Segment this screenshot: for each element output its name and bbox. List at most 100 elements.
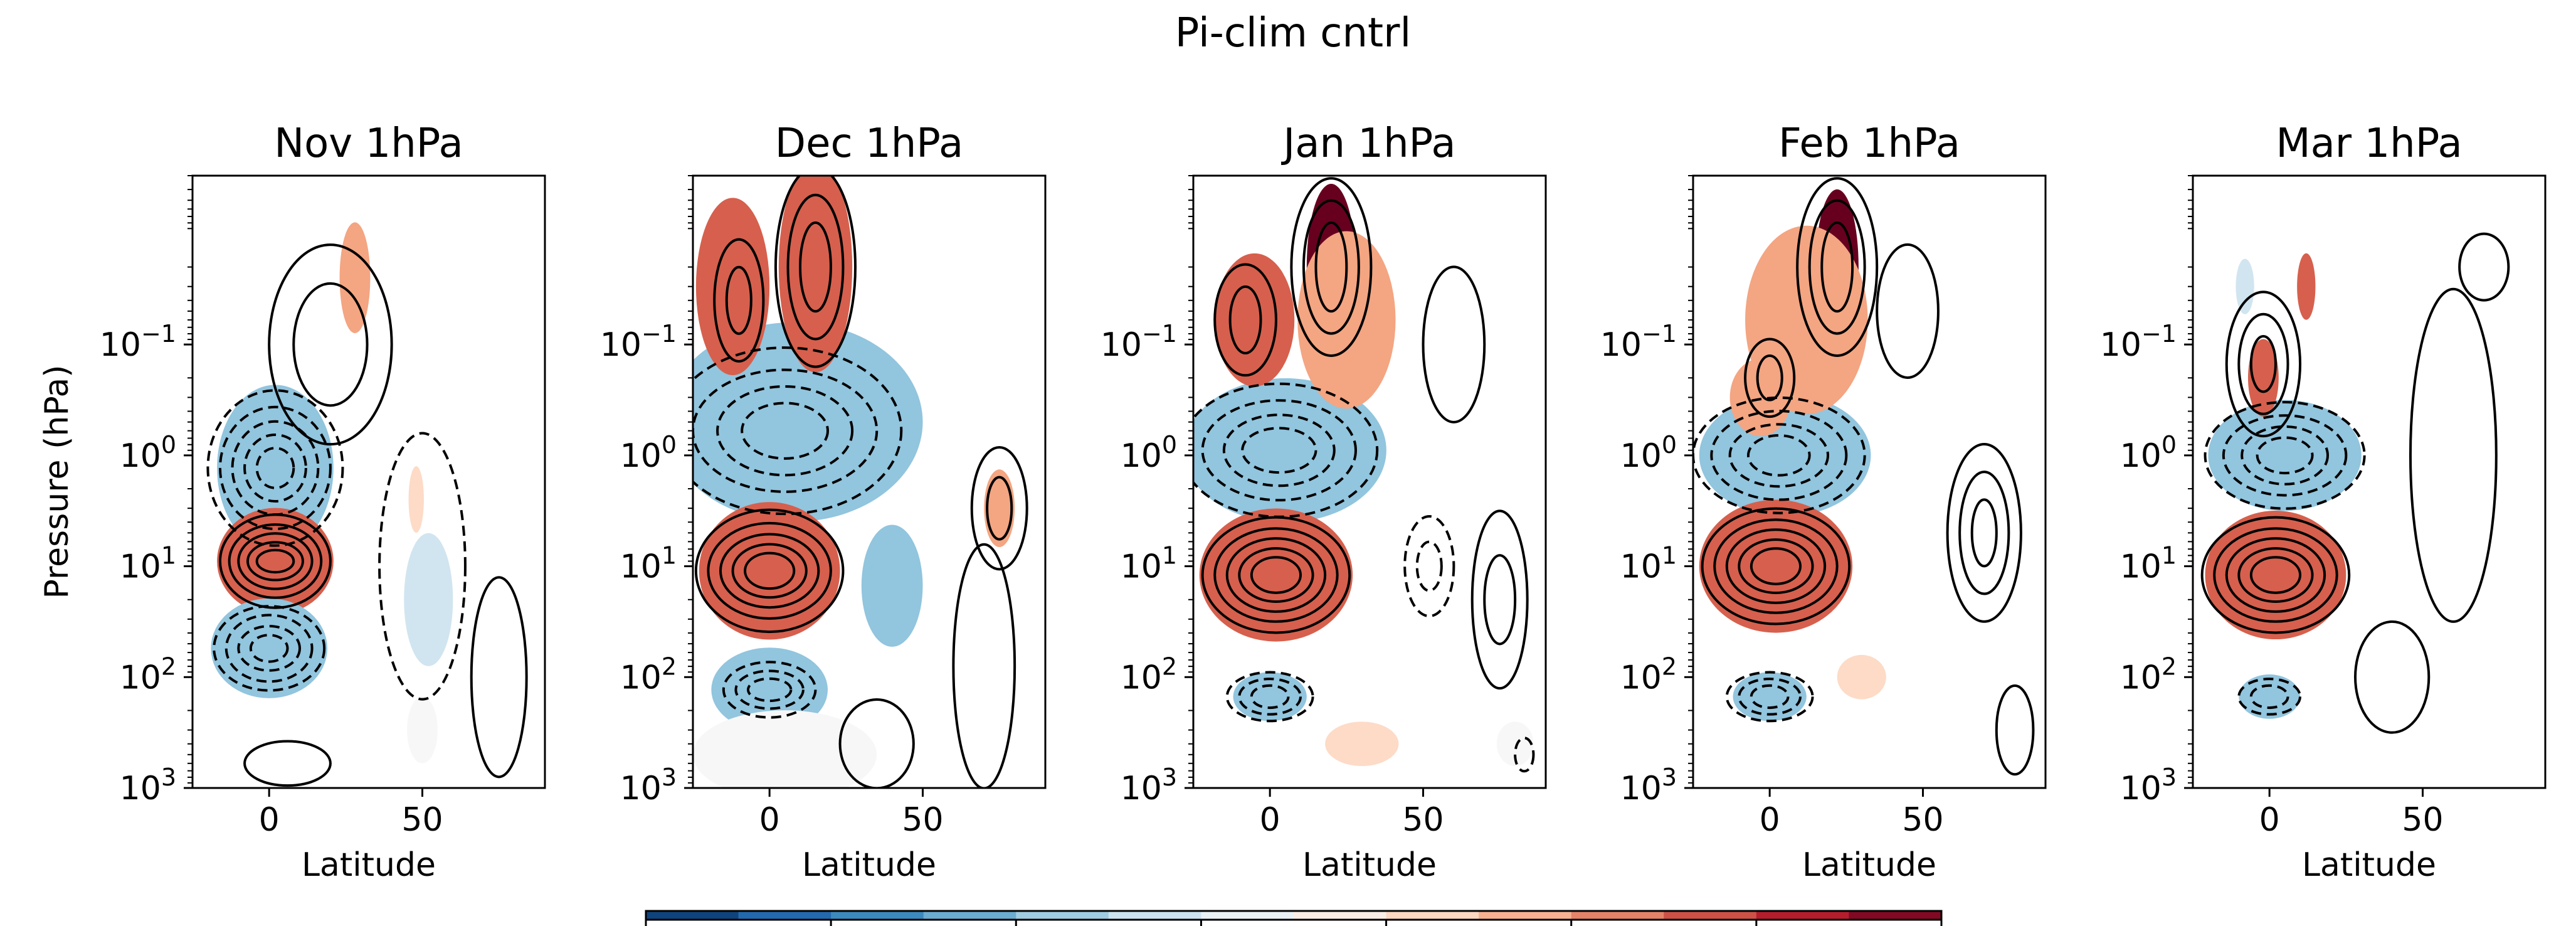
negative-contour-line bbox=[249, 634, 289, 663]
x-tick-label: 50 bbox=[902, 801, 943, 839]
x-tick-label: 50 bbox=[1402, 801, 1444, 839]
colorbar-segment bbox=[1849, 911, 1942, 920]
x-tick-label: 0 bbox=[759, 801, 780, 839]
colorbar-segment bbox=[1479, 911, 1572, 920]
positive-contour-line bbox=[952, 543, 1016, 788]
filled-contour-8 bbox=[2239, 674, 2301, 719]
panel-title: Jan 1hPa bbox=[1280, 120, 1455, 167]
positive-contour-line bbox=[725, 265, 752, 335]
y-tick-label: 10−1 bbox=[600, 320, 677, 364]
positive-contour-line bbox=[1238, 547, 1314, 603]
x-axis-label: Latitude bbox=[2302, 846, 2436, 884]
filled-contour-7 bbox=[339, 222, 371, 334]
y-tick-label: 103 bbox=[1121, 764, 1177, 807]
positive-contour-line bbox=[2458, 232, 2510, 302]
x-axis-label: Latitude bbox=[302, 846, 436, 884]
positive-contour-line bbox=[1725, 528, 1827, 604]
filled-contour-2 bbox=[693, 322, 923, 522]
plot-area bbox=[693, 176, 1028, 788]
y-tick-label: 10−1 bbox=[1600, 320, 1677, 364]
filled-contour-12 bbox=[861, 524, 923, 647]
x-tick-label: 50 bbox=[1902, 801, 1943, 839]
negative-contour-line bbox=[231, 420, 320, 516]
axes-frame bbox=[692, 174, 1047, 789]
y-tick-label: 103 bbox=[620, 764, 677, 807]
negative-contour-line bbox=[1725, 671, 1814, 723]
x-tick-label: 50 bbox=[2402, 801, 2443, 839]
positive-contour-line bbox=[799, 221, 832, 313]
negative-contour-line bbox=[1693, 396, 1866, 514]
filled-contour-8 bbox=[408, 466, 424, 533]
panel-5: 0 50 Latitude 10−1 100 101 102 103 Mar 1hPa bbox=[2100, 120, 2547, 884]
colorbar-segment bbox=[1201, 911, 1294, 920]
figure-title: Pi-clim cntrl bbox=[1175, 10, 1411, 56]
positive-contour-line bbox=[246, 541, 304, 582]
panel-title: Nov 1hPa bbox=[274, 120, 463, 167]
negative-contour-line bbox=[206, 389, 344, 547]
negative-contour-line bbox=[237, 625, 302, 672]
y-tick-label: 101 bbox=[1121, 542, 1177, 586]
negative-contour-line bbox=[255, 447, 295, 489]
colorbar-segment bbox=[1016, 911, 1109, 920]
positive-contour-line bbox=[243, 740, 332, 787]
positive-contour-line bbox=[1876, 243, 1940, 379]
filled-contour-10 bbox=[1496, 721, 1534, 767]
x-tick-label: 0 bbox=[1760, 801, 1780, 839]
axes-frame bbox=[191, 174, 546, 789]
x-axis-label: Latitude bbox=[1302, 846, 1437, 884]
positive-contour-line bbox=[2354, 620, 2431, 734]
negative-contour-line bbox=[1415, 540, 1443, 592]
colorbar-segment bbox=[923, 911, 1017, 920]
positive-contour-line bbox=[2249, 335, 2277, 393]
positive-contour-line bbox=[1302, 199, 1360, 335]
positive-contour-line bbox=[2225, 537, 2326, 613]
filled-contour-5 bbox=[2247, 339, 2279, 417]
y-tick-label: 101 bbox=[2120, 542, 2177, 586]
negative-contour-line bbox=[1403, 515, 1455, 618]
negative-contour-line bbox=[1514, 737, 1535, 773]
y-tick-label: 100 bbox=[2120, 431, 2177, 475]
negative-contour-line bbox=[1238, 678, 1302, 716]
y-tick-label: 100 bbox=[120, 431, 176, 475]
positive-contour-line bbox=[1796, 177, 1879, 357]
positive-contour-line bbox=[1225, 537, 1327, 613]
panel-title: Dec 1hPa bbox=[775, 120, 963, 167]
y-tick-label: 102 bbox=[1121, 652, 1177, 696]
negative-contour-line bbox=[2237, 678, 2302, 716]
y-tick-label: 10−1 bbox=[1101, 320, 1177, 364]
filled-contour-4 bbox=[1699, 499, 1853, 633]
y-tick-label: 102 bbox=[120, 652, 176, 696]
colorbar-segment bbox=[1294, 911, 1387, 920]
filled-contour-6 bbox=[211, 598, 328, 698]
negative-contour-line bbox=[2204, 401, 2366, 510]
y-tick-label: 10−1 bbox=[100, 320, 176, 364]
positive-contour-line bbox=[2200, 516, 2351, 634]
filled-contour-8 bbox=[1233, 672, 1307, 721]
positive-contour-line bbox=[694, 508, 845, 634]
y-tick-label: 100 bbox=[1620, 431, 1677, 475]
positive-contour-line bbox=[731, 543, 808, 599]
positive-contour-line bbox=[1314, 221, 1348, 313]
positive-contour-line bbox=[1738, 538, 1814, 594]
positive-contour-line bbox=[786, 193, 845, 341]
negative-contour-line bbox=[693, 368, 879, 493]
y-tick-label: 103 bbox=[120, 764, 176, 807]
negative-contour-line bbox=[1250, 684, 1290, 710]
positive-contour-line bbox=[237, 532, 314, 590]
negative-contour-line bbox=[734, 669, 805, 710]
y-tick-label: 102 bbox=[620, 652, 677, 696]
positive-contour-line bbox=[1958, 471, 2010, 595]
y-tick-label: 103 bbox=[2120, 764, 2177, 807]
positive-contour-line bbox=[1228, 285, 1262, 354]
positive-contour-line bbox=[1483, 554, 1517, 646]
plot-area bbox=[2200, 232, 2510, 734]
filled-contour-9 bbox=[1837, 654, 1886, 700]
positive-contour-line bbox=[774, 176, 857, 368]
positive-contour-line bbox=[1250, 556, 1302, 594]
colorbar-segment bbox=[738, 911, 832, 920]
colorbar-segment bbox=[1108, 911, 1202, 920]
axes-frame bbox=[2192, 174, 2547, 789]
negative-contour-line bbox=[378, 432, 467, 701]
positive-contour-line bbox=[707, 521, 832, 620]
y-tick-label: 102 bbox=[2120, 652, 2177, 696]
